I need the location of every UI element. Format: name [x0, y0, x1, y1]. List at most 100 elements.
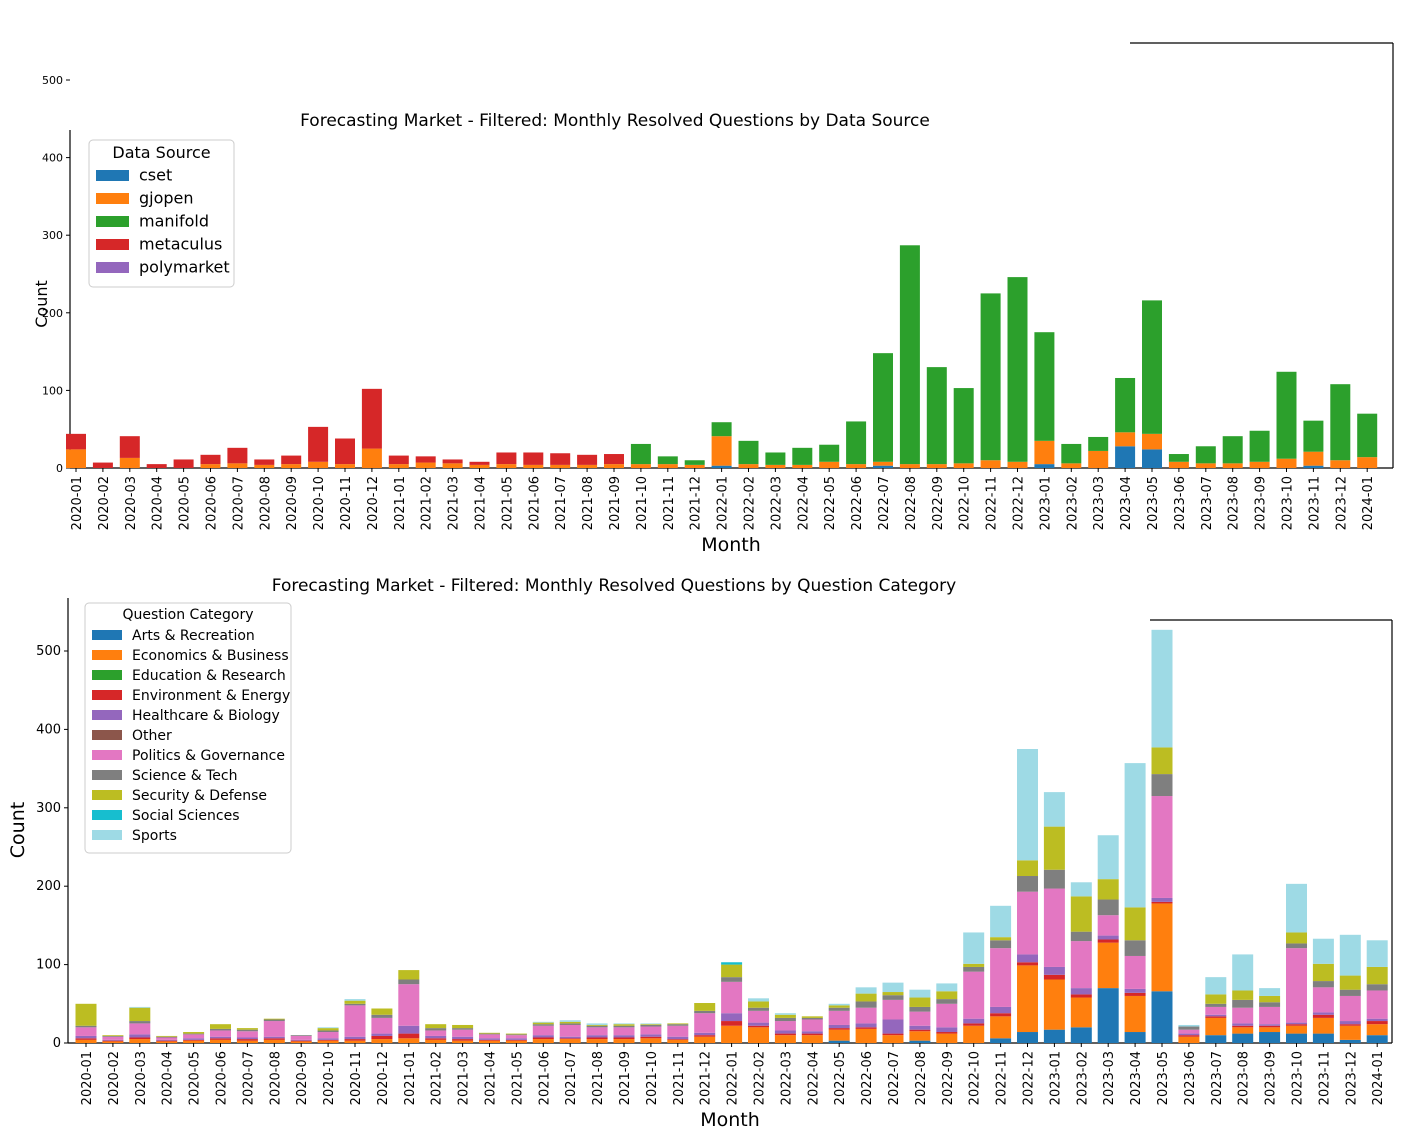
y-tick-label: 400: [42, 152, 63, 165]
bar-segment: [1232, 990, 1254, 1000]
legend-swatch: [92, 810, 122, 820]
bar-segment: [1034, 440, 1055, 465]
bar-segment: [1007, 277, 1028, 462]
bar-segment: [1232, 1025, 1254, 1028]
bar-segment: [855, 987, 877, 994]
bar-segment: [290, 1035, 312, 1040]
bar-segment: [882, 1033, 904, 1036]
bar-segment: [1205, 977, 1227, 995]
bar-segment: [102, 1040, 124, 1042]
bar-segment: [774, 1033, 796, 1036]
bar-segment: [801, 1031, 823, 1034]
bar-segment: [926, 367, 947, 465]
bar-segment: [156, 1040, 178, 1042]
source-chart-xlabel: Month: [701, 534, 761, 556]
bar-segment: [210, 1038, 231, 1040]
bar-segment: [210, 1039, 231, 1043]
x-tick-label: 2022-06: [860, 1051, 875, 1105]
x-tick-label: 2020-11: [339, 476, 354, 530]
bar-segment: [505, 1033, 527, 1035]
x-tick-label: 2023-05: [1146, 476, 1161, 530]
bar-segment: [398, 984, 420, 1026]
legend-label: metaculus: [139, 235, 222, 254]
bar-segment: [882, 995, 904, 1000]
x-tick-label: 2023-08: [1237, 1051, 1252, 1105]
x-tick-label: 2022-03: [779, 1051, 794, 1105]
x-tick-label: 2021-11: [672, 1051, 687, 1105]
x-tick-label: 2020-07: [241, 1051, 256, 1105]
bar-segment: [1222, 463, 1243, 468]
bar-segment: [335, 438, 355, 465]
x-tick-label: 2023-04: [1129, 1051, 1144, 1105]
x-tick-label: 2020-09: [285, 476, 300, 530]
bar-segment: [425, 1038, 447, 1040]
bar-segment: [882, 982, 904, 993]
category-chart-title: Forecasting Market - Filtered: Monthly R…: [272, 576, 956, 596]
bar-segment: [263, 1021, 285, 1037]
bar-segment: [388, 464, 409, 468]
bar-segment: [344, 1039, 366, 1041]
bar-segment: [1286, 948, 1307, 1023]
bar-segment: [200, 454, 221, 465]
x-tick-label: 2021-03: [457, 1051, 472, 1105]
bar-segment: [1330, 384, 1351, 461]
bar-segment: [667, 1039, 689, 1043]
bar-segment: [344, 1040, 366, 1043]
bar-segment: [936, 1033, 958, 1043]
bar-segment: [371, 1017, 393, 1034]
bar-segment: [317, 1040, 339, 1043]
bar-segment: [936, 991, 958, 1000]
bar-segment: [1097, 915, 1119, 936]
x-tick-label: 2023-06: [1173, 476, 1188, 530]
bar-segment: [532, 1025, 554, 1036]
bar-segment: [630, 443, 651, 465]
bar-segment: [290, 1041, 312, 1043]
x-tick-label: 2023-11: [1307, 476, 1322, 530]
bar-segment: [1142, 449, 1162, 468]
bar-segment: [1366, 990, 1388, 1019]
x-tick-label: 2020-08: [258, 476, 273, 530]
bar-segment: [586, 1027, 608, 1036]
bar-segment: [290, 1035, 312, 1036]
bar-segment: [1232, 954, 1254, 991]
bar-segment: [828, 1007, 850, 1011]
x-tick-label: 2020-03: [134, 1051, 149, 1105]
bar-segment: [909, 1006, 931, 1012]
bar-segment: [1043, 966, 1065, 975]
bar-segment: [129, 1006, 151, 1008]
y-tick-label: 500: [36, 644, 61, 659]
y-tick-label: 100: [36, 958, 61, 973]
bar-segment: [505, 1034, 527, 1036]
bar-segment: [855, 1001, 877, 1008]
bar-segment: [613, 1024, 635, 1026]
bar-segment: [1097, 939, 1119, 943]
bar-segment: [765, 452, 786, 465]
bar-segment: [1151, 903, 1173, 992]
x-tick-label: 2022-10: [968, 1051, 983, 1105]
bar-segment: [963, 1018, 985, 1024]
bar-segment: [1276, 458, 1297, 468]
bar-segment: [263, 1019, 285, 1022]
bar-segment: [1249, 461, 1270, 468]
bar-segment: [963, 966, 985, 972]
legend-swatch: [96, 216, 129, 227]
bar-segment: [721, 981, 743, 1014]
bar-segment: [75, 1035, 97, 1039]
category-chart-xlabel: Month: [700, 1109, 760, 1131]
bar-segment: [963, 1023, 985, 1026]
bar-segment: [452, 1040, 474, 1043]
bar-segment: [721, 1021, 743, 1026]
x-tick-label: 2020-04: [161, 1051, 176, 1105]
legend-swatch: [92, 710, 122, 720]
bar-segment: [1070, 882, 1092, 897]
x-tick-label: 2021-12: [689, 476, 704, 530]
y-tick-label: 300: [36, 801, 61, 816]
bar-segment: [909, 989, 931, 998]
bar-segment: [371, 1035, 393, 1040]
bar-segment: [479, 1033, 500, 1035]
bar-segment: [415, 462, 436, 468]
bar-segment: [828, 1024, 850, 1029]
bar-segment: [711, 465, 732, 468]
bar-segment: [183, 1034, 205, 1039]
bar-segment: [1312, 938, 1334, 964]
